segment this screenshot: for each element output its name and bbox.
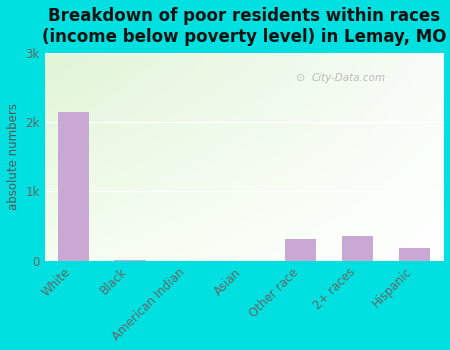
Text: ⊙: ⊙ — [296, 73, 305, 83]
Title: Breakdown of poor residents within races
(income below poverty level) in Lemay, : Breakdown of poor residents within races… — [42, 7, 446, 46]
Bar — [58, 112, 89, 261]
Y-axis label: absolute numbers: absolute numbers — [7, 103, 20, 210]
Text: City-Data.com: City-Data.com — [311, 73, 386, 83]
Bar — [285, 239, 316, 261]
Bar — [399, 247, 430, 261]
Bar — [342, 236, 374, 261]
Bar — [114, 260, 146, 261]
